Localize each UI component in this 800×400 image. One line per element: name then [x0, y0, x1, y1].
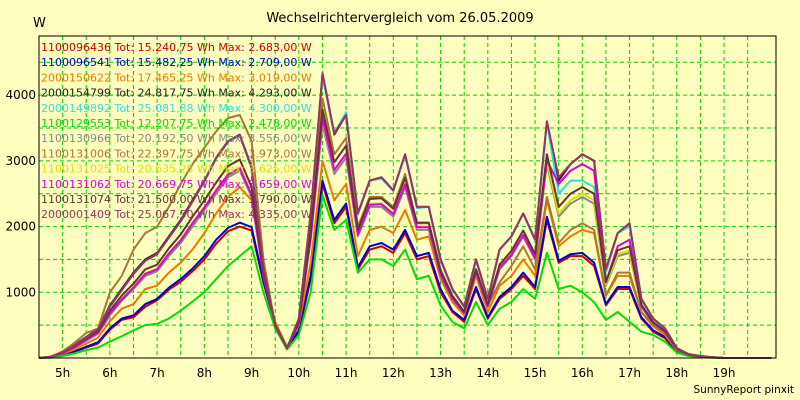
series-line — [38, 194, 772, 359]
legend-entry: 2000154799 Tot: 24.817,75 Wh Max: 4.293,… — [41, 87, 312, 100]
x-tick-label: 9h — [244, 366, 259, 380]
y-tick-label: 1000 — [5, 285, 36, 299]
y-tick-label: 3000 — [5, 154, 36, 168]
x-tick-label: 15h — [524, 366, 547, 380]
series-line — [38, 108, 772, 359]
y-tick-label: 4000 — [5, 88, 36, 102]
axis-layer: 1000 2000 3000 4000 5h 6h 7h 8h 9h 10h 11h 12h 13h 14… — [5, 35, 777, 380]
x-tick-label: 12h — [382, 366, 405, 380]
legend-entry: 1100096436 Tot: 15.240,75 Wh Max: 2.683,… — [41, 41, 312, 54]
x-tick-label: 14h — [476, 366, 499, 380]
footer-credit: SunnyReport pinxit — [693, 384, 794, 396]
y-axis-unit-label: W — [33, 16, 46, 31]
x-tick-label: 11h — [335, 366, 358, 380]
x-tick-label: 19h — [713, 366, 736, 380]
legend-entry: 1100131006 Tot: 22.397,75 Wh Max: 3.973,… — [41, 147, 312, 160]
x-tick-label: 13h — [429, 366, 452, 380]
series-line — [38, 97, 772, 359]
y-tick-label: 2000 — [5, 220, 36, 234]
x-tick-label: 7h — [149, 366, 164, 380]
x-tick-label: 10h — [287, 366, 310, 380]
legend-entry: 1100096541 Tot: 15.482,25 Wh Max: 2.709,… — [41, 56, 312, 69]
x-tick-label: 16h — [571, 366, 594, 380]
chart-title: Wechselrichtervergleich vom 26.05.2009 — [266, 11, 534, 26]
x-tick-label: 6h — [102, 366, 117, 380]
series-layer — [38, 72, 772, 359]
legend-entry: 2000150622 Tot: 17.465,25 Wh Max: 3.019,… — [41, 71, 312, 84]
legend-entry: 1100129553 Tot: 12.207,75 Wh Max: 2.478,… — [41, 117, 312, 130]
x-tick-label: 8h — [197, 366, 212, 380]
plot-frame — [38, 35, 777, 359]
legend-entry: 1100131074 Tot: 21.500,00 Wh Max: 3.790,… — [41, 193, 312, 206]
legend-entry: 2000001409 Tot: 25.067,50 Wh Max: 4.335,… — [41, 208, 312, 221]
x-tick-label: 5h — [55, 366, 70, 380]
legend-entry: 1100131025 Tot: 20.635,25 Wh Max: 3.625,… — [41, 163, 312, 176]
legend-entry: 1100131062 Tot: 20.669,75 Wh Max: 3.659,… — [41, 178, 312, 191]
series-line — [38, 179, 772, 359]
x-tick-label: 17h — [618, 366, 641, 380]
x-tick-label: 18h — [665, 366, 688, 380]
legend-entry: 2000149892 Tot: 25.081,88 Wh Max: 4.300,… — [41, 102, 312, 115]
legend-layer: 1100096436 Tot: 15.240,75 Wh Max: 2.683,… — [41, 41, 312, 221]
series-line — [38, 72, 772, 359]
legend-entry: 1100130966 Tot: 20.192,50 Wh Max: 3.556,… — [41, 132, 312, 145]
